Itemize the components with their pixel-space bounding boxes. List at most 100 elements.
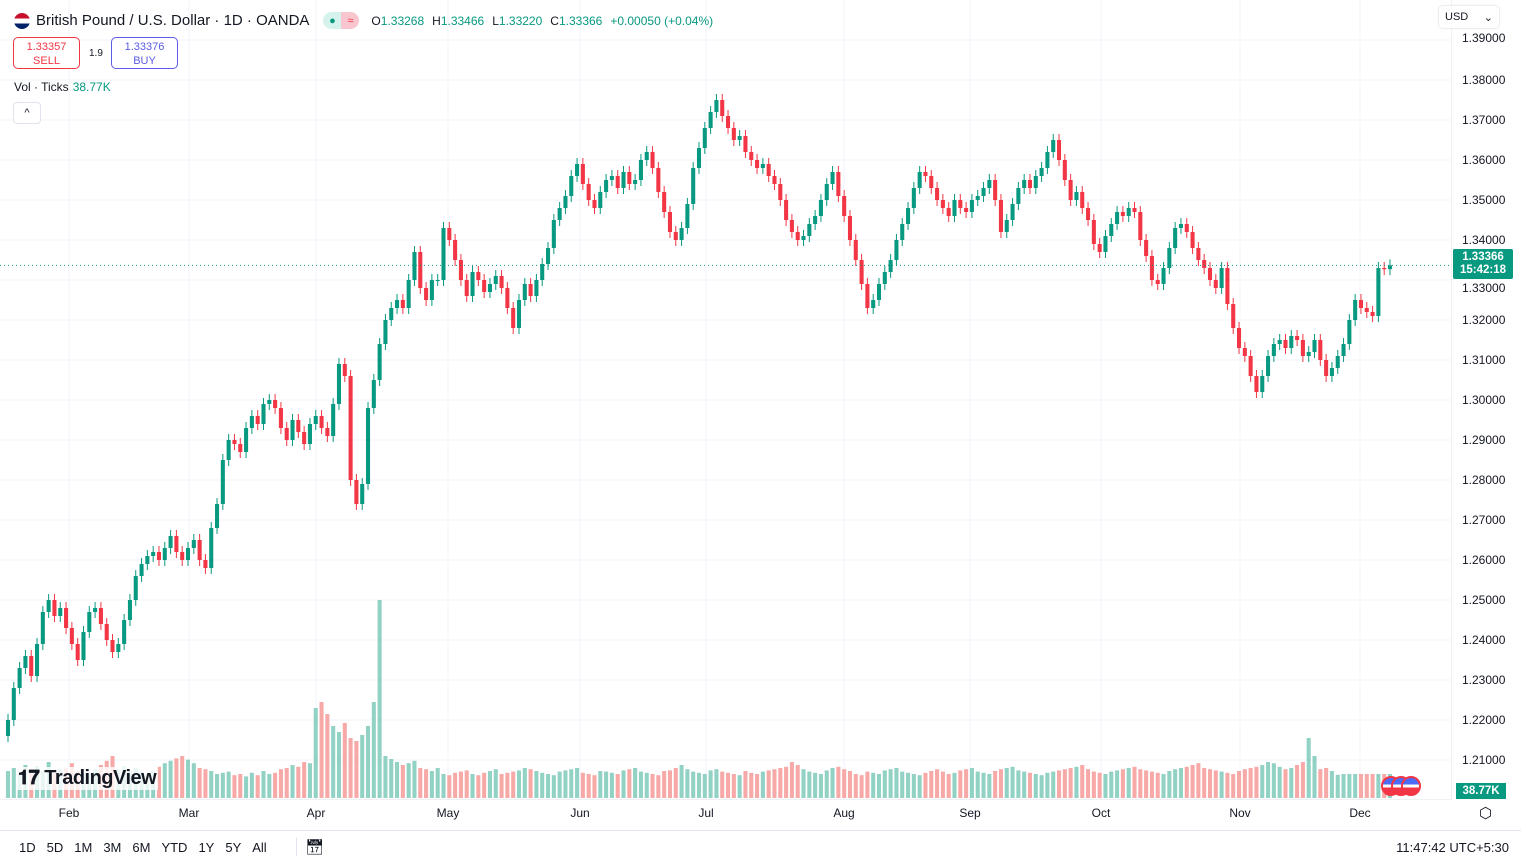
candle-body <box>836 172 841 196</box>
candle-body <box>627 172 632 184</box>
volume-bar <box>464 770 469 798</box>
candle-body <box>453 240 458 260</box>
candle-body <box>1022 180 1027 188</box>
candle-body <box>127 600 132 620</box>
candle-body <box>1236 328 1242 348</box>
candlestick-chart[interactable] <box>0 0 1452 800</box>
market-status[interactable]: ● ≈ <box>323 12 360 29</box>
candle-body <box>470 272 475 296</box>
candle-body <box>1364 308 1369 312</box>
candle-body <box>801 236 806 240</box>
price-tick: 1.24000 <box>1462 633 1506 647</box>
range-1m[interactable]: 1M <box>74 840 93 855</box>
volume-bar <box>865 771 870 798</box>
month-label: May <box>436 806 460 820</box>
candle-body <box>400 300 405 308</box>
price-tick: 1.33000 <box>1462 281 1506 295</box>
candle-body <box>1062 160 1067 180</box>
high-value: 1.33466 <box>440 13 485 28</box>
currency-select[interactable]: USD ⌄ <box>1439 6 1499 28</box>
volume-bar <box>1022 771 1027 798</box>
candle-body <box>185 548 191 560</box>
candle-body <box>215 504 220 528</box>
volume-bar <box>766 770 771 798</box>
range-ytd[interactable]: YTD <box>161 840 188 855</box>
month-label: Aug <box>833 806 855 820</box>
volume-bar <box>1167 771 1172 798</box>
clock[interactable]: 11:47:42 UTC+5:30 <box>1396 840 1509 855</box>
symbol-title[interactable]: British Pound / U.S. Dollar · 1D · OANDA <box>36 12 310 29</box>
volume-bar <box>929 771 934 798</box>
candle-body <box>69 628 74 644</box>
calendar-goto-icon[interactable]: 📅︎ <box>296 838 324 856</box>
gbp-usd-flag-icon <box>14 12 30 29</box>
range-all[interactable]: All <box>252 840 267 855</box>
candle-body <box>731 128 736 140</box>
candle-body <box>853 240 858 260</box>
candle-body <box>1260 376 1265 392</box>
candle-body <box>395 300 400 308</box>
candle-body <box>772 176 777 184</box>
candle-body <box>319 416 324 428</box>
candle-body <box>1277 340 1282 344</box>
candle-body <box>87 612 92 632</box>
volume-bar <box>1353 774 1358 798</box>
volume-bar <box>11 768 16 798</box>
candle-body <box>1376 268 1381 316</box>
volume-bar <box>493 769 498 798</box>
volume-bar <box>1364 774 1369 798</box>
volume-bar <box>302 762 307 798</box>
range-5y[interactable]: 5Y <box>225 840 242 855</box>
candle-body <box>1178 224 1183 228</box>
volume-bar <box>215 774 220 798</box>
economic-events-icon[interactable] <box>1381 776 1425 796</box>
candle-body <box>644 152 649 160</box>
candle-body <box>232 440 237 444</box>
volume-bar <box>696 772 702 798</box>
volume-bar <box>313 708 318 798</box>
candle-body <box>1324 360 1329 376</box>
sell-button[interactable]: 1.33357 SELL <box>13 37 80 69</box>
volume-bar <box>1277 766 1282 798</box>
range-1y[interactable]: 1Y <box>198 840 215 855</box>
volume-bar <box>563 770 568 798</box>
candle-body <box>244 428 249 452</box>
volume-bar <box>545 774 551 798</box>
candle-body <box>174 536 179 552</box>
range-buttons: 1D 5D 1M 3M 6M YTD 1Y 5Y All <box>19 840 267 855</box>
volume-bar <box>5 771 11 798</box>
volume-bar <box>1248 768 1253 798</box>
candle-body <box>133 576 138 600</box>
range-3m[interactable]: 3M <box>103 840 122 855</box>
candle-body <box>1207 268 1213 280</box>
range-6m[interactable]: 6M <box>132 840 151 855</box>
tradingview-logo[interactable]: 𝟏𝟕 TradingView <box>16 767 159 790</box>
volume-bar <box>476 775 481 798</box>
candle-body <box>830 172 835 184</box>
volume-bar <box>906 772 911 798</box>
candle-body <box>1068 180 1073 200</box>
candle-body <box>1120 212 1125 216</box>
market-open-dot-icon: ● <box>323 12 342 29</box>
volume-bar <box>900 771 905 798</box>
range-5d[interactable]: 5D <box>46 840 64 855</box>
candle-body <box>824 184 829 200</box>
volume-bar <box>1132 766 1137 798</box>
volume-legend[interactable]: Vol · Ticks 38.77K <box>14 80 111 94</box>
candle-body <box>952 200 957 216</box>
buy-button[interactable]: 1.33376 BUY <box>111 37 178 69</box>
candle-body <box>563 196 568 208</box>
candle-body <box>75 644 80 660</box>
volume-bar <box>1236 771 1242 798</box>
volume-bar <box>621 770 626 798</box>
settings-gear-icon[interactable]: ⬡ <box>1479 805 1493 822</box>
volume-bar <box>743 771 748 798</box>
month-label: Nov <box>1229 806 1251 820</box>
volume-bar <box>528 769 533 798</box>
candle-body <box>447 228 452 240</box>
candle-body <box>580 164 585 184</box>
spread-value: 1.9 <box>89 48 103 59</box>
collapse-legend-button[interactable]: ^ <box>13 102 41 124</box>
range-1d[interactable]: 1D <box>19 840 36 855</box>
price-tick: 1.38000 <box>1462 73 1506 87</box>
